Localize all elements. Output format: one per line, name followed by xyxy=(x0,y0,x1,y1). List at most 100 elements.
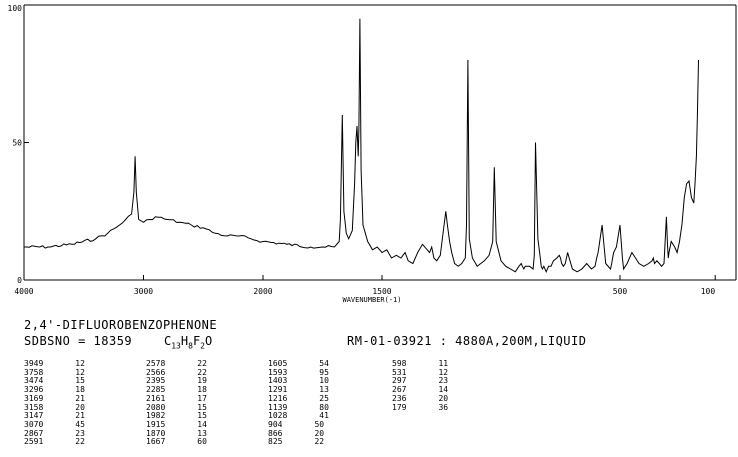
peak-intensity: 23 xyxy=(75,428,85,438)
peak-table-row: 3169 21 xyxy=(24,393,85,404)
peak-intensity: 45 xyxy=(75,419,85,429)
peak-intensity: 12 xyxy=(75,359,85,368)
peak-intensity: 12 xyxy=(438,367,449,377)
peak-table-row: 2080 15 xyxy=(146,402,207,413)
peak-wavenumber: 1593 xyxy=(268,367,288,377)
peak-table-row: 3158 20 xyxy=(24,402,85,413)
peak-wavenumber: 3296 xyxy=(24,385,44,395)
peak-wavenumber: 2591 xyxy=(24,437,44,447)
peak-wavenumber: 3169 xyxy=(24,393,44,403)
peak-intensity: 54 xyxy=(319,359,329,368)
y-tick-label: 50 xyxy=(12,139,22,148)
peak-wavenumber: 1216 xyxy=(268,393,288,403)
sdbs-number: SDBSNO = 18359 xyxy=(24,334,133,348)
x-tick-label: 1500 xyxy=(372,287,391,296)
peak-wavenumber: 2080 xyxy=(146,402,166,412)
molecular-formula: C13H8F2O xyxy=(164,334,212,350)
peak-intensity: 20 xyxy=(438,393,449,403)
x-axis-label: WAVENUMBER(-1) xyxy=(342,296,401,304)
peak-table-row: 1593 95 xyxy=(268,367,329,378)
formula-c: C xyxy=(164,334,172,348)
peak-wavenumber: 825 xyxy=(268,437,283,447)
peak-intensity: 21 xyxy=(75,393,85,403)
peak-intensity: 17 xyxy=(197,393,207,403)
peak-wavenumber: 1403 xyxy=(268,376,288,386)
peak-table-row: 2867 23 xyxy=(24,428,85,439)
peak-wavenumber: 2161 xyxy=(146,393,166,403)
peak-wavenumber: 3070 xyxy=(24,419,44,429)
peak-intensity: 50 xyxy=(314,419,325,429)
peak-intensity: 11 xyxy=(438,359,449,368)
peak-intensity: 60 xyxy=(197,437,207,447)
peak-table-row: 236 20 xyxy=(392,393,449,404)
peak-intensity: 23 xyxy=(438,376,449,386)
peak-table-row: 866 20 xyxy=(268,428,329,439)
peak-wavenumber: 179 xyxy=(392,402,407,412)
peak-intensity: 20 xyxy=(75,402,85,412)
peak-table-row: 3758 12 xyxy=(24,367,85,378)
peak-table-row: 825 22 xyxy=(268,437,329,447)
peak-table-row: 1291 13 xyxy=(268,385,329,395)
peak-table-row: 179 36 xyxy=(392,402,449,413)
peak-table-row: 2395 19 xyxy=(146,377,207,386)
peak-table-row: 904 50 xyxy=(268,419,329,430)
peak-wavenumber: 866 xyxy=(268,428,283,438)
formula-h-count: 8 xyxy=(188,341,193,351)
peak-intensity: 18 xyxy=(197,385,207,395)
peak-table-row: 1139 80 xyxy=(268,402,329,413)
peak-wavenumber: 2566 xyxy=(146,367,166,377)
x-tick-label: 2000 xyxy=(253,287,272,296)
peak-wavenumber: 531 xyxy=(392,367,407,377)
x-tick-label: 100 xyxy=(701,287,716,296)
peak-wavenumber: 1870 xyxy=(146,428,166,438)
peak-table-row: 3949 12 xyxy=(24,359,85,369)
peak-intensity: 10 xyxy=(319,376,329,386)
peak-table-row: 267 14 xyxy=(392,385,448,395)
plot-frame xyxy=(23,4,737,281)
peak-wavenumber: 3158 xyxy=(24,402,44,412)
y-tick-label: 0 xyxy=(17,276,22,285)
peak-wavenumber: 2395 xyxy=(146,376,166,386)
peak-intensity: 36 xyxy=(438,402,449,412)
peak-table-row: 3147 21 xyxy=(24,411,85,421)
peak-wavenumber: 3147 xyxy=(24,411,44,421)
y-tick-label: 100 xyxy=(8,4,23,13)
peak-wavenumber: 267 xyxy=(392,385,407,395)
x-axis-ticks: 4000 3000 2000 1500 500 100 xyxy=(14,275,716,296)
peak-wavenumber: 3949 xyxy=(24,359,44,368)
peak-wavenumber: 1667 xyxy=(146,437,166,447)
peak-wavenumber: 904 xyxy=(268,419,283,429)
peak-table-row: 2161 17 xyxy=(146,393,207,404)
peak-table-row: 3296 18 xyxy=(24,385,85,395)
peak-wavenumber: 3474 xyxy=(24,376,44,386)
peak-table-row: 1982 15 xyxy=(146,411,207,421)
peak-wavenumber: 2285 xyxy=(146,385,166,395)
peak-intensity: 22 xyxy=(75,437,85,447)
peak-intensity: 15 xyxy=(197,402,207,412)
peak-wavenumber: 1915 xyxy=(146,419,166,429)
peak-table-row: 531 12 xyxy=(392,367,449,378)
peak-intensity: 12 xyxy=(75,367,85,377)
peak-wavenumber: 1139 xyxy=(268,402,288,412)
peak-intensity: 15 xyxy=(75,376,85,386)
peak-intensity: 15 xyxy=(197,411,207,421)
compound-name: 2,4'-DIFLUOROBENZOPHENONE xyxy=(24,318,218,332)
peak-intensity: 95 xyxy=(319,367,329,377)
spectrum-line xyxy=(24,18,699,274)
peak-table-row: 1403 10 xyxy=(268,377,329,386)
peak-table-row: 3070 45 xyxy=(24,419,85,430)
peak-table-column: 1605 54 1593 95 1403 10 1291 13 1216 25 1139 80 1028… xyxy=(268,359,329,447)
formula-c-count: 13 xyxy=(171,341,181,351)
peak-intensity: 19 xyxy=(197,376,207,386)
formula-h: H xyxy=(180,334,189,348)
x-tick-label: 500 xyxy=(613,287,628,296)
peak-wavenumber: 3758 xyxy=(24,367,44,377)
peak-table-row: 1605 54 xyxy=(268,359,329,369)
peak-table-row: 2285 18 xyxy=(146,385,207,395)
formula-f: F xyxy=(192,334,201,348)
peak-table-row: 3474 15 xyxy=(24,377,85,386)
peak-wavenumber: 1982 xyxy=(146,411,166,421)
peak-wavenumber: 1028 xyxy=(268,411,288,421)
peak-intensity: 22 xyxy=(197,367,207,377)
